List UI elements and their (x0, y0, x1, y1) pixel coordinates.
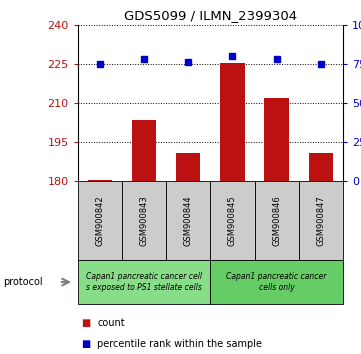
Bar (78, 260, 210, 304)
Bar (132, 120, 156, 181)
Text: count: count (97, 318, 125, 328)
Text: Capan1 pancreatic cancer cell
s exposed to PS1 stellate cells: Capan1 pancreatic cancer cell s exposed … (86, 272, 202, 292)
Bar (299, 181, 343, 260)
Text: ■: ■ (81, 318, 91, 328)
Text: GSM900844: GSM900844 (184, 195, 193, 246)
Title: GDS5099 / ILMN_2399304: GDS5099 / ILMN_2399304 (124, 9, 297, 22)
Bar (220, 63, 244, 181)
Bar (255, 181, 299, 260)
Bar (122, 181, 166, 260)
Text: protocol: protocol (4, 277, 43, 287)
Bar (78, 181, 122, 260)
Text: GSM900846: GSM900846 (272, 195, 281, 246)
Text: GSM900847: GSM900847 (316, 195, 325, 246)
Bar (210, 181, 255, 260)
Bar (166, 181, 210, 260)
Bar (88, 180, 112, 181)
Bar (309, 153, 333, 181)
Text: GSM900842: GSM900842 (95, 195, 104, 246)
Text: percentile rank within the sample: percentile rank within the sample (97, 339, 262, 349)
Bar (210, 260, 343, 304)
Bar (176, 153, 200, 181)
Bar (265, 98, 289, 181)
Text: GSM900843: GSM900843 (139, 195, 148, 246)
Text: GSM900845: GSM900845 (228, 195, 237, 246)
Text: Capan1 pancreatic cancer
cells only: Capan1 pancreatic cancer cells only (226, 272, 327, 292)
Text: ■: ■ (81, 339, 91, 349)
